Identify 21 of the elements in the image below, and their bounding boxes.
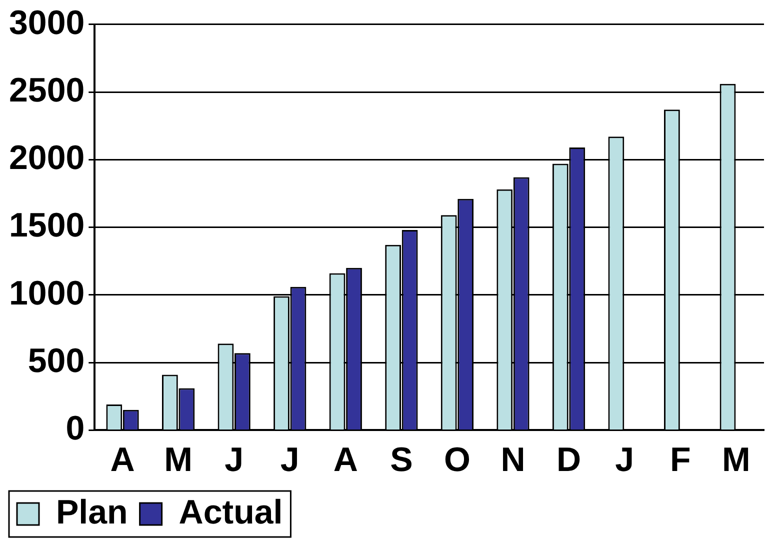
x-tick-label: M xyxy=(164,440,192,479)
x-tick-label: F xyxy=(670,440,691,479)
x-tick-label: J xyxy=(615,440,634,479)
x-tick-label: M xyxy=(722,440,750,479)
x-tick-label: N xyxy=(500,440,526,479)
x-tick-label: S xyxy=(390,440,413,479)
x-tick-label: D xyxy=(556,440,582,479)
y-tick-label: 500 xyxy=(28,342,85,380)
legend-label: Actual xyxy=(178,493,283,532)
y-tick-label: 2000 xyxy=(8,139,85,178)
y-tick-label: 0 xyxy=(66,410,85,448)
x-tick-label: O xyxy=(444,440,470,479)
y-tick-label: 3000 xyxy=(8,4,85,42)
x-tick-label: J xyxy=(224,440,244,479)
y-tick-label: 1500 xyxy=(8,206,85,245)
x-tick-label: A xyxy=(333,440,358,479)
y-tick-label: 1000 xyxy=(8,274,85,312)
x-tick-label: J xyxy=(280,440,300,479)
legend-label: Plan xyxy=(56,493,128,532)
y-tick-label: 2500 xyxy=(8,71,85,110)
x-tick-label: A xyxy=(110,440,135,479)
